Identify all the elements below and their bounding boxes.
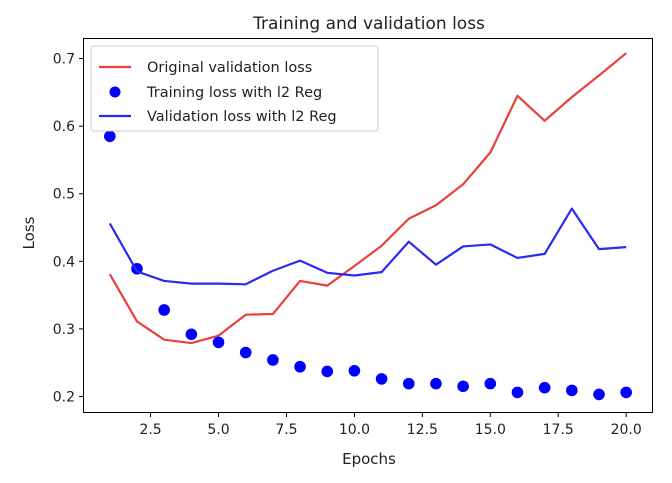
x-tick-label: 10.0 [339,422,370,438]
plot-frame [83,38,653,413]
x-tick-label: 2.5 [139,422,161,438]
chart-title: Training and validation loss [252,14,485,34]
data-point-training-loss-l2 [375,373,388,385]
data-point-training-loss-l2 [593,388,605,401]
data-point-training-loss-l2 [158,304,170,316]
data-point-training-loss-l2 [321,365,334,378]
ticks-layer: 2.5 5.0 7.5 10.0 12.5 15.0 17.5 20.0 0.2 0.3 0.4 0.… [53,52,642,438]
data-point-training-loss-l2 [212,336,225,349]
x-axis-label: Epochs [342,450,396,468]
legend-label-training-loss-l2: Training loss with l2 Reg [146,85,322,101]
x-tick-label: 20.0 [611,422,642,438]
series-line-validation-loss-l2 [108,207,627,286]
y-axis-label: Loss [20,216,38,249]
series-line-original-validation-loss [108,52,627,345]
legend-swatch-training-loss-l2 [109,86,121,98]
data-point-training-loss-l2 [484,377,497,390]
x-tick-label: 5.0 [207,422,229,438]
x-tick-label: 7.5 [275,422,297,438]
legend-entry-validation-loss-l2: Validation loss with l2 Reg [99,109,337,125]
x-tick-label: 15.0 [475,422,506,438]
legend: Original validation loss Training loss w… [90,45,379,132]
x-tick-label: 12.5 [407,422,438,438]
data-point-training-loss-l2 [457,380,469,393]
y-tick-label: 0.2 [53,389,75,405]
x-tick-label: 17.5 [543,422,574,438]
legend-entry-original-validation-loss: Original validation loss [99,60,312,76]
data-point-training-loss-l2 [294,360,306,373]
data-point-training-loss-l2 [538,381,551,394]
plot-layer [104,52,632,401]
legend-label-validation-loss-l2: Validation loss with l2 Reg [147,109,337,125]
y-tick-label: 0.5 [53,187,75,203]
legend-box [90,45,379,132]
legend-entry-training-loss-l2: Training loss with l2 Reg [109,85,322,101]
data-point-training-loss-l2 [566,384,578,397]
legend-label-original-validation-loss: Original validation loss [147,60,312,76]
data-point-training-loss-l2 [402,377,415,390]
data-point-training-loss-l2 [620,386,632,399]
y-tick-label: 0.4 [53,254,75,270]
y-tick-label: 0.7 [53,52,75,68]
data-point-training-loss-l2 [511,386,524,399]
data-point-training-loss-l2 [267,354,279,366]
y-tick-label: 0.3 [53,322,75,338]
y-tick-label: 0.6 [53,119,75,135]
data-point-training-loss-l2 [104,130,116,143]
data-point-training-loss-l2 [430,377,442,390]
data-point-training-loss-l2 [185,328,198,341]
data-point-training-loss-l2 [348,364,361,377]
data-point-training-loss-l2 [239,346,252,359]
